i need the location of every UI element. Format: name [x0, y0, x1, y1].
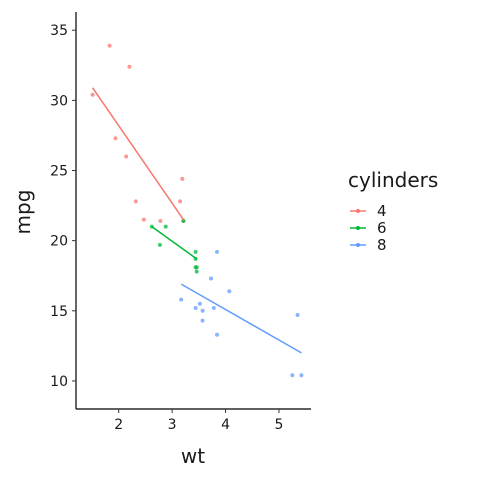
x-tick-label: 2 [114, 417, 123, 433]
data-point-cyl-8 [209, 276, 214, 281]
data-point-cyl-8 [197, 301, 202, 306]
data-point-cyl-4 [124, 154, 129, 159]
data-point-cyl-8 [211, 306, 216, 310]
data-point-cyl-8 [215, 332, 219, 337]
x-tick-label: 4 [221, 417, 230, 433]
data-point-cyl-6 [194, 265, 199, 270]
data-point-cyl-8 [295, 313, 300, 317]
data-point-cyl-4 [133, 199, 138, 204]
y-tick-label: 15 [50, 304, 68, 320]
data-point-cyl-6 [194, 269, 199, 274]
fit-line-cyl-8 [180, 283, 302, 354]
x-tick-label: 5 [274, 417, 283, 433]
legend-key-point-4 [356, 209, 360, 213]
data-point-cyl-8 [193, 306, 198, 310]
data-point-cyl-8 [200, 318, 205, 323]
legend-label-4: 4 [377, 202, 387, 220]
data-point-cyl-4 [127, 64, 132, 69]
points-layer [90, 43, 304, 378]
legend-key-point-8 [356, 243, 360, 247]
y-axis-title: mpg [11, 190, 35, 235]
data-point-cyl-4 [141, 217, 146, 222]
data-point-cyl-4 [180, 176, 185, 181]
data-point-cyl-4 [178, 199, 183, 204]
axes-layer: 2 3 4 5 10 15 20 25 30 35 [50, 12, 311, 433]
y-tick-label: 35 [50, 23, 68, 39]
legend-key-point-6 [356, 226, 360, 230]
data-point-cyl-4 [113, 136, 118, 141]
x-axis-title: wt [181, 444, 205, 468]
data-point-cyl-8 [299, 373, 304, 378]
legend-label-8: 8 [377, 236, 387, 254]
data-point-cyl-4 [107, 43, 112, 48]
legend-label-6: 6 [377, 219, 387, 237]
data-point-cyl-8 [179, 297, 184, 302]
data-point-cyl-6 [181, 219, 186, 223]
data-point-cyl-4 [158, 219, 163, 223]
data-point-cyl-6 [193, 249, 198, 254]
fit-line-cyl-4 [91, 87, 185, 221]
data-point-cyl-8 [227, 289, 232, 294]
y-tick-label: 10 [50, 374, 68, 390]
data-point-cyl-8 [215, 249, 219, 254]
data-point-cyl-6 [163, 224, 168, 229]
fit-layer [91, 87, 302, 354]
fit-line-cyl-6 [151, 225, 198, 260]
legend: cylinders 468 [348, 168, 438, 254]
data-point-cyl-8 [200, 308, 205, 313]
data-point-cyl-6 [157, 242, 162, 247]
x-tick-label: 3 [168, 417, 177, 433]
data-point-cyl-4 [90, 92, 95, 97]
legend-title: cylinders [348, 168, 438, 192]
y-tick-label: 25 [50, 164, 68, 180]
y-tick-label: 20 [50, 234, 68, 250]
y-tick-label: 30 [50, 93, 68, 109]
data-point-cyl-8 [290, 373, 295, 378]
